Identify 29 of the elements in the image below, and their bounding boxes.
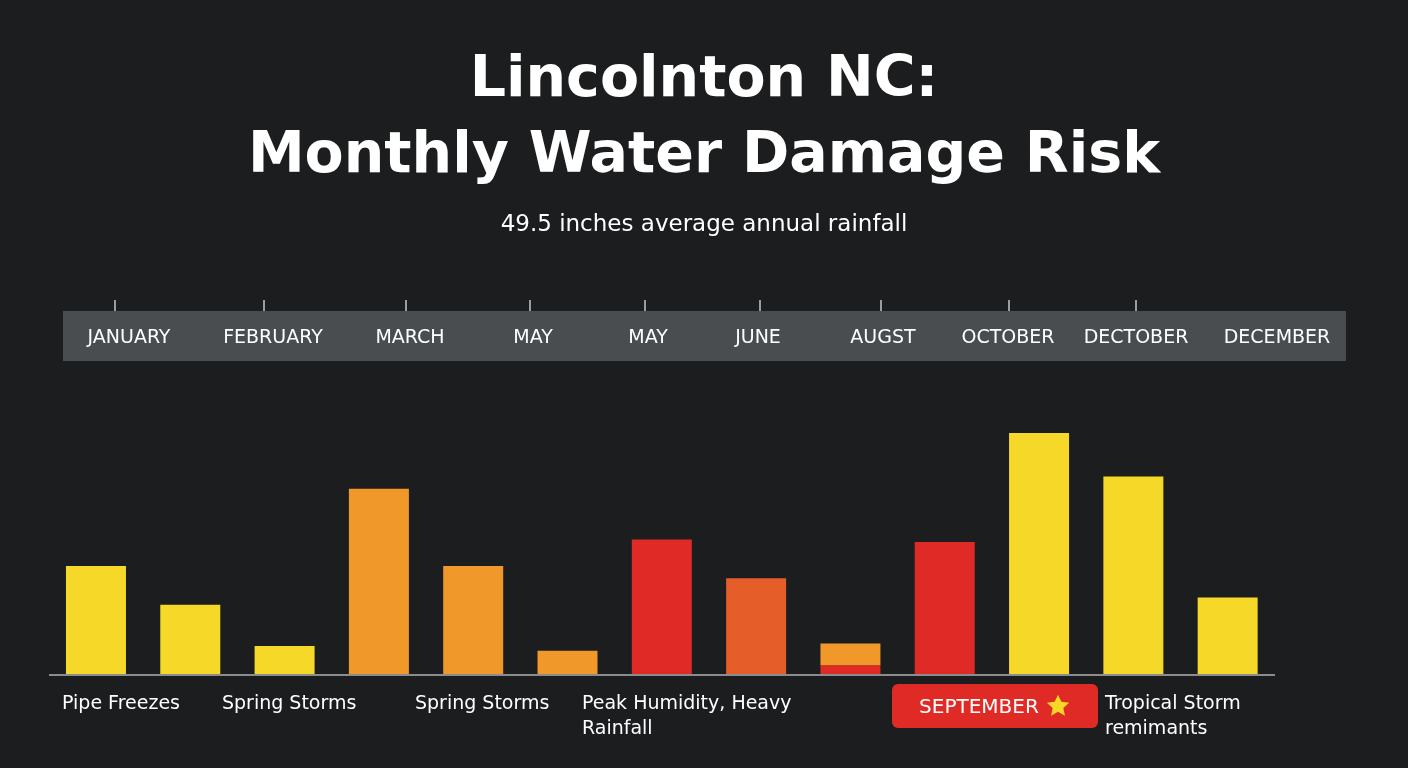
text: Spring Storms bbox=[222, 690, 358, 715]
text: MARCH bbox=[374, 325, 446, 347]
text: Peak Humidity, Heavy Rainfall bbox=[582, 690, 793, 740]
text: DECTOBER bbox=[1082, 325, 1190, 347]
bar bbox=[1009, 433, 1070, 675]
text: JANUARY bbox=[85, 325, 172, 347]
text: OCTOBER bbox=[960, 325, 1056, 347]
text: MAY bbox=[627, 325, 669, 347]
text: Pipe Freezes bbox=[62, 690, 181, 715]
text: Spring Storms bbox=[415, 690, 551, 715]
chart-subtitle: 49.5 inches average annual rainfall bbox=[499, 210, 909, 236]
bar bbox=[1197, 597, 1258, 675]
chart-title: Lincolnton NC: Monthly Water Damage Risk bbox=[246, 42, 1162, 187]
text: DECEMBER bbox=[1222, 325, 1332, 347]
bar bbox=[914, 541, 975, 675]
text: FEBRUARY bbox=[222, 325, 324, 347]
bar bbox=[65, 566, 126, 675]
bar bbox=[160, 604, 221, 675]
bar bbox=[254, 645, 315, 675]
text: JUNE bbox=[733, 325, 782, 347]
text: MAY bbox=[512, 325, 554, 347]
bar bbox=[820, 665, 881, 675]
bar bbox=[631, 539, 692, 675]
text: SEPTEMBER bbox=[919, 694, 1039, 718]
bar bbox=[820, 643, 881, 666]
bar bbox=[1103, 476, 1164, 675]
text: AUGST bbox=[849, 325, 917, 347]
bar bbox=[726, 578, 787, 675]
text: Tropical Storm remimants bbox=[1105, 690, 1242, 740]
